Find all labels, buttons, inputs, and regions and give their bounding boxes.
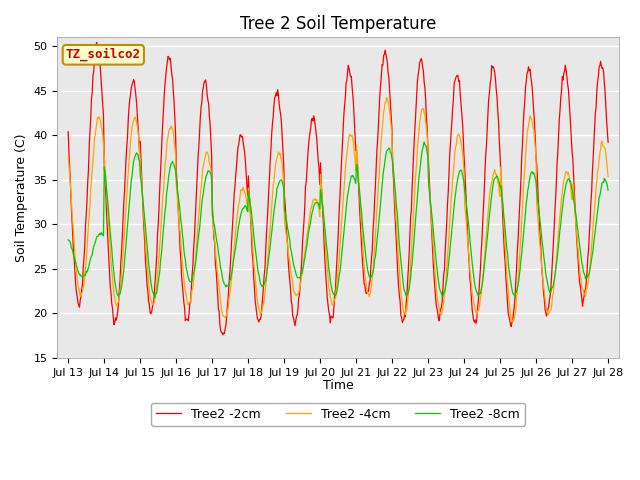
Line: Tree2 -4cm: Tree2 -4cm [68, 98, 608, 322]
Tree2 -8cm [65, 237, 72, 243]
Tree2 -2cm [93, 39, 100, 45]
Tree2 -8cm [214, 242, 221, 248]
Tree2 -8cm [404, 289, 412, 295]
Tree2 -8cm [185, 277, 193, 283]
Tree2 -4cm [509, 319, 516, 324]
Tree2 -4cm [420, 110, 428, 116]
Tree2 -8cm [150, 295, 158, 301]
Legend: Tree2 -2cm, Tree2 -4cm, Tree2 -8cm: Tree2 -2cm, Tree2 -4cm, Tree2 -8cm [151, 403, 525, 425]
Tree2 -2cm [421, 85, 429, 91]
Line: Tree2 -2cm: Tree2 -2cm [68, 42, 608, 335]
Tree2 -8cm [74, 268, 82, 274]
Tree2 -4cm [130, 118, 138, 124]
Tree2 -4cm [74, 283, 82, 288]
Tree2 -2cm [405, 252, 413, 257]
Tree2 -2cm [131, 79, 138, 84]
Text: TZ_soilco2: TZ_soilco2 [66, 48, 141, 61]
Tree2 -2cm [219, 332, 227, 338]
Y-axis label: Soil Temperature (C): Soil Temperature (C) [15, 133, 28, 262]
Tree2 -8cm [604, 187, 612, 193]
Title: Tree 2 Soil Temperature: Tree 2 Soil Temperature [240, 15, 436, 33]
Tree2 -2cm [214, 292, 221, 298]
Tree2 -4cm [604, 174, 612, 180]
Tree2 -4cm [65, 154, 72, 159]
X-axis label: Time: Time [323, 379, 353, 392]
Tree2 -8cm [130, 159, 138, 165]
Tree2 -8cm [420, 139, 428, 145]
Tree2 -2cm [65, 129, 72, 134]
Tree2 -8cm [421, 141, 429, 147]
Tree2 -4cm [213, 263, 221, 268]
Tree2 -4cm [383, 95, 390, 101]
Tree2 -4cm [184, 302, 192, 308]
Line: Tree2 -8cm: Tree2 -8cm [68, 142, 608, 298]
Tree2 -2cm [604, 139, 612, 145]
Tree2 -4cm [404, 292, 412, 298]
Tree2 -2cm [74, 300, 82, 306]
Tree2 -2cm [185, 310, 193, 316]
